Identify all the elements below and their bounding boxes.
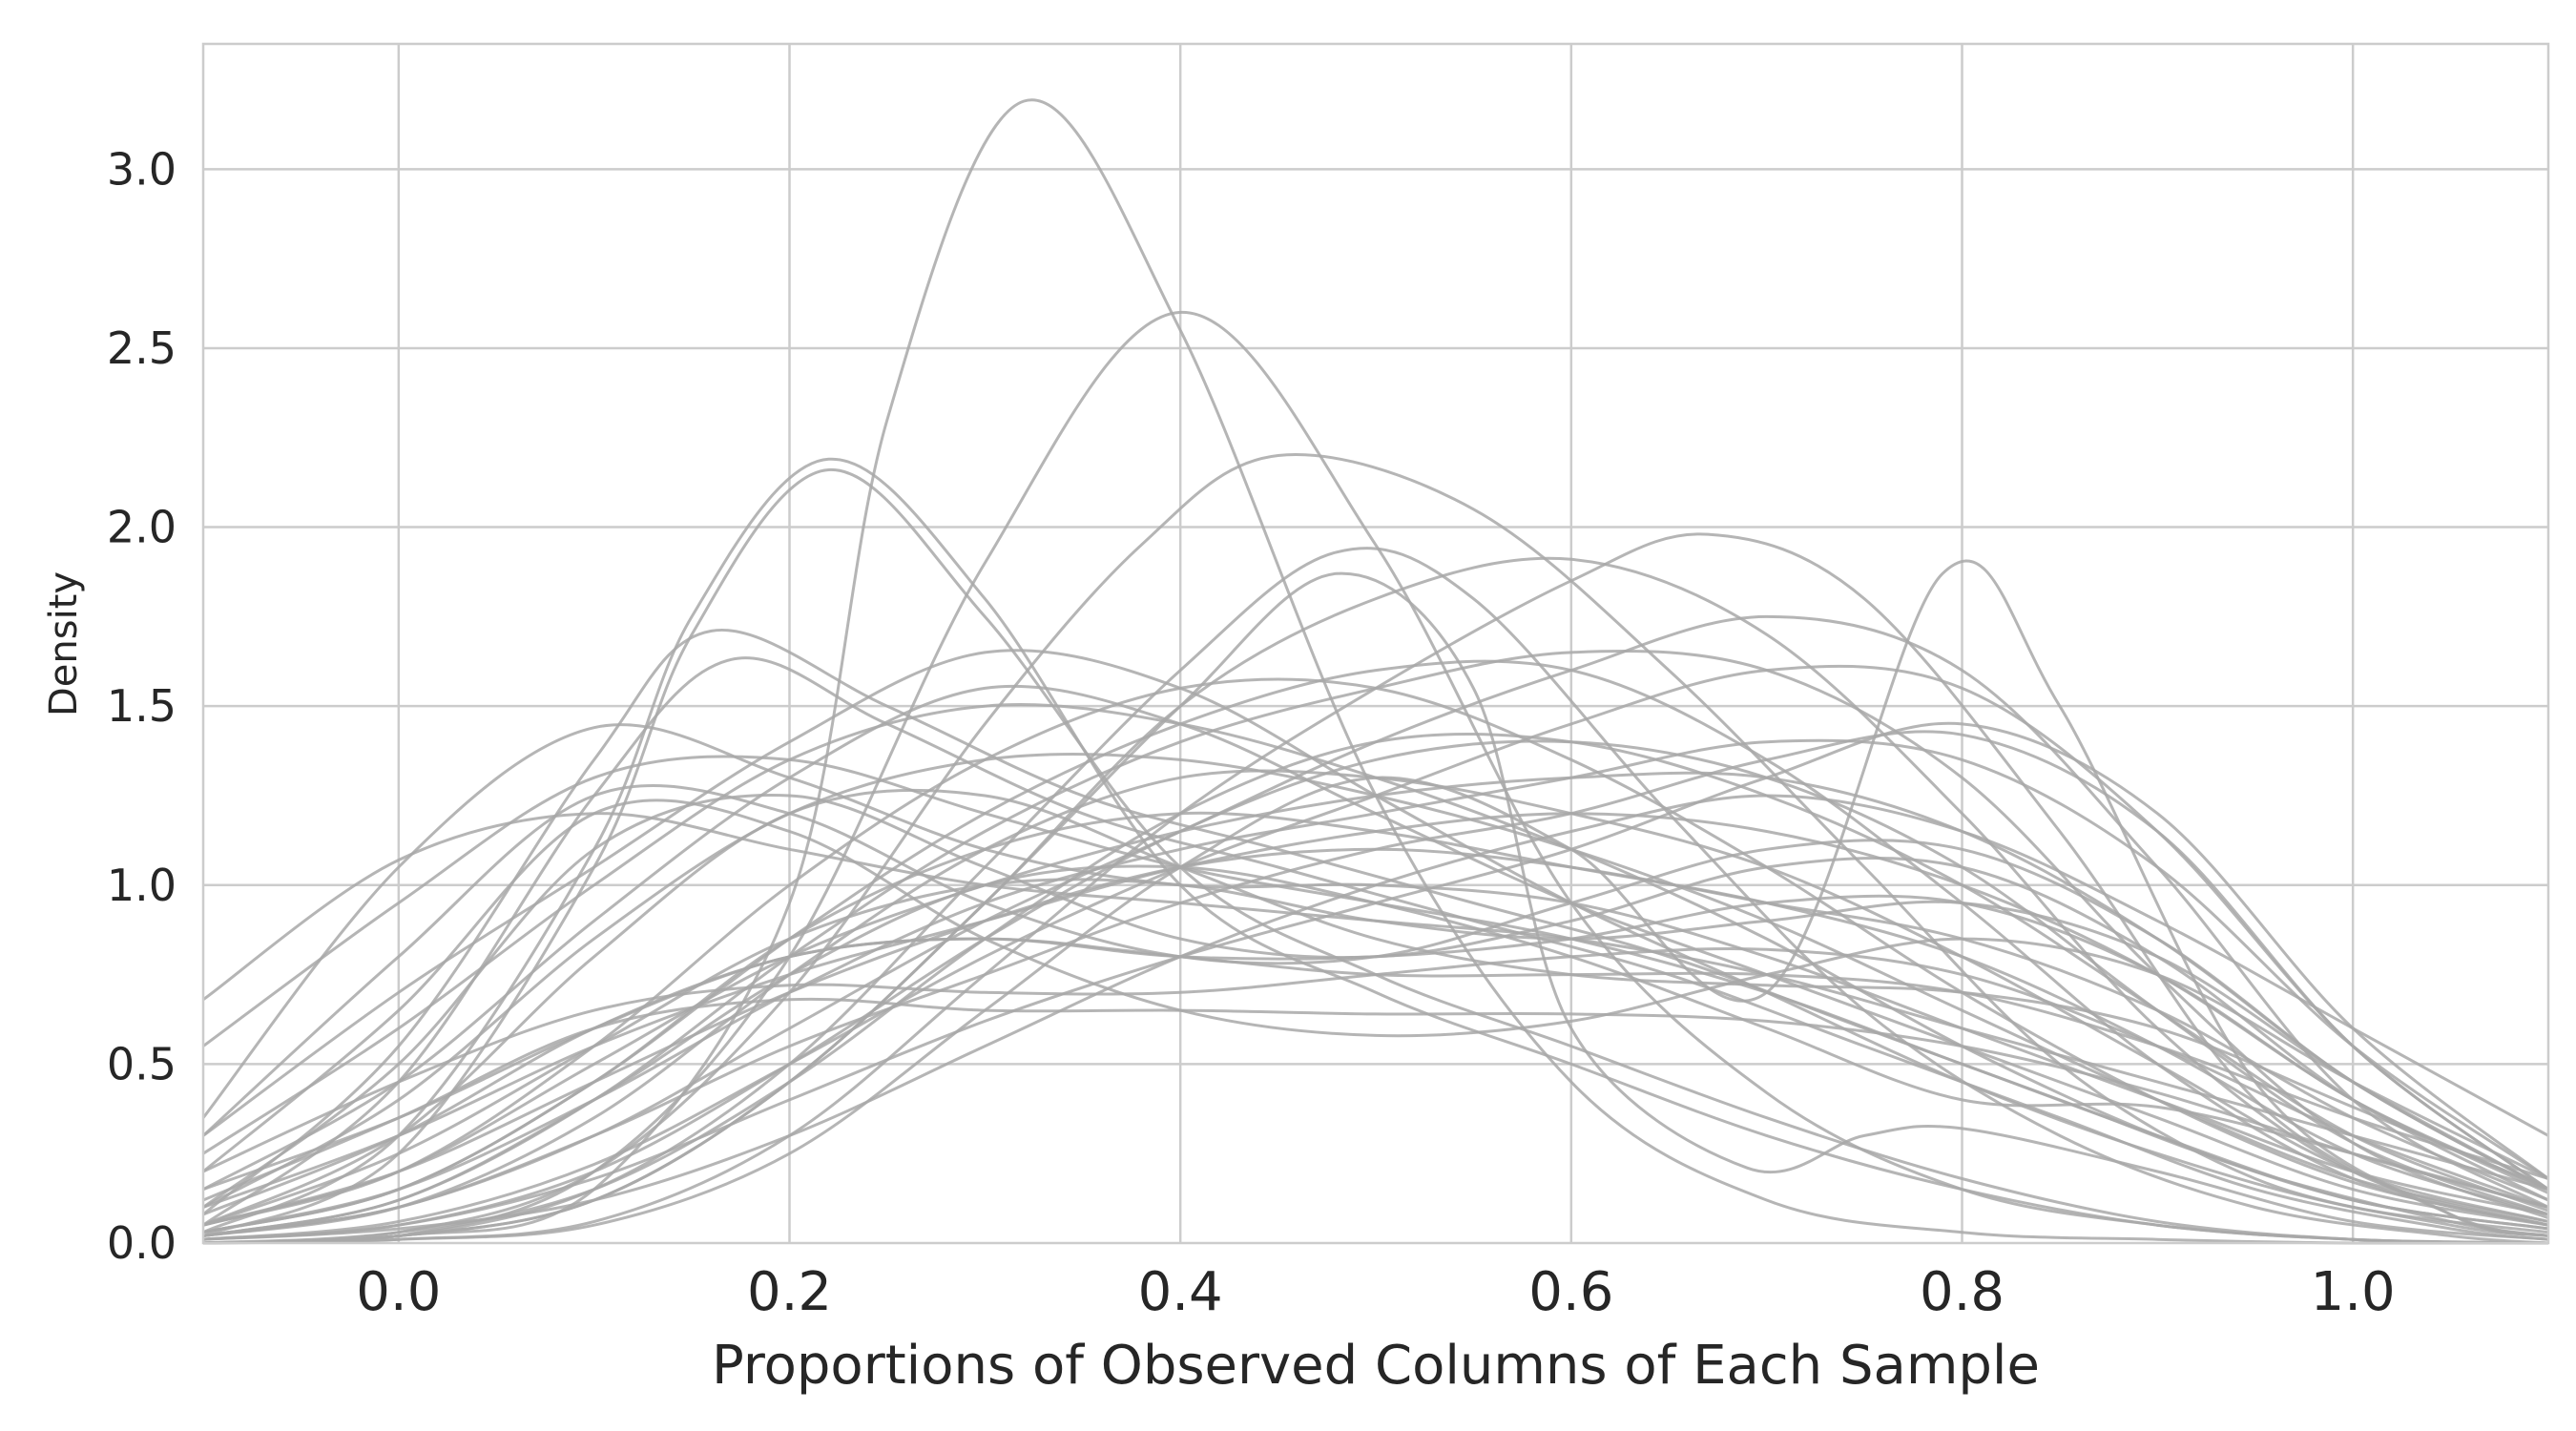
density-line-36 — [202, 732, 2549, 1245]
x-axis-title: Proportions of Observed Columns of Each … — [712, 1335, 2040, 1397]
y-tick-label: 3.0 — [107, 143, 177, 195]
y-tick-label: 1.0 — [107, 860, 177, 911]
density-line-40 — [201, 784, 2549, 1192]
density-line-39 — [202, 798, 2549, 1180]
series-lines — [201, 98, 2549, 1245]
x-tick-label: 1.0 — [2311, 1261, 2396, 1323]
y-tick-label: 0.0 — [107, 1217, 177, 1269]
density-line-37 — [202, 788, 2549, 1227]
density-line-5 — [202, 453, 2549, 1245]
density-line-31 — [202, 997, 2549, 1209]
density-line-45 — [202, 864, 2549, 1237]
density-line-34 — [202, 769, 2549, 1237]
y-tick-label: 1.5 — [107, 680, 177, 732]
x-tick-labels: 0.0 0.2 0.4 0.6 0.8 1.0 — [356, 1261, 2395, 1323]
x-tick-label: 0.8 — [1920, 1261, 2005, 1323]
x-tick-label: 0.0 — [356, 1261, 441, 1323]
y-axis-title: Density — [42, 571, 86, 716]
y-tick-label: 2.5 — [107, 322, 177, 374]
y-tick-label: 2.0 — [107, 502, 177, 553]
density-line-44 — [202, 878, 2549, 1227]
density-line-1 — [202, 98, 2548, 1245]
y-tick-labels: 0.0 0.5 1.0 1.5 2.0 2.5 3.0 — [107, 143, 177, 1269]
x-tick-label: 0.4 — [1138, 1261, 1223, 1323]
density-line-8 — [202, 547, 2549, 1245]
density-line-33 — [202, 811, 2549, 1234]
density-line-10 — [202, 571, 2549, 1245]
plot-background — [203, 44, 2548, 1243]
density-line-18 — [202, 684, 2549, 1227]
density-line-41 — [202, 730, 2549, 1237]
density-line-42 — [202, 721, 2549, 1241]
density-line-6 — [202, 532, 2549, 1245]
x-tick-label: 0.6 — [1528, 1261, 1613, 1323]
y-tick-label: 0.5 — [107, 1038, 177, 1089]
plot-frame — [201, 42, 2550, 1245]
density-line-43 — [202, 794, 2549, 1241]
x-tick-label: 0.2 — [747, 1261, 832, 1323]
